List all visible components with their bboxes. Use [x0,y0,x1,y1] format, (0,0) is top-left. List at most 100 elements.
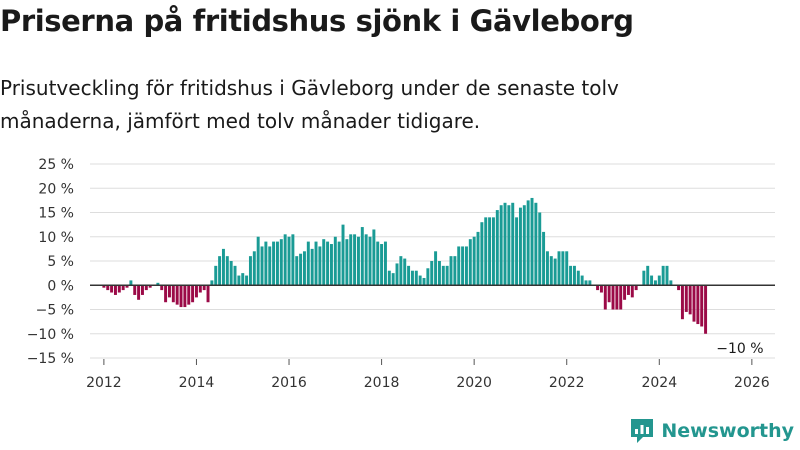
bar [480,222,484,286]
last-value-annotation: −10 % [716,341,763,357]
bar [688,285,692,315]
y-tick-label: 5 % [47,254,74,270]
bar [167,285,171,298]
bar [202,285,206,291]
bar [503,202,507,286]
bar [275,241,279,286]
bar [117,285,121,293]
x-tick-label: 2014 [179,375,215,391]
bar [372,229,376,286]
bar [407,265,411,286]
bar [160,285,164,291]
bar [704,285,708,334]
bar [218,256,222,286]
bar [113,285,117,295]
bar [696,285,700,325]
bar [137,285,141,300]
bar [322,239,326,286]
chart-title: Priserna på fritidshus sjönk i Gävleborg [0,4,634,38]
bar [565,251,569,286]
bar [210,280,214,286]
bar [499,205,503,286]
x-tick-label: 2012 [86,375,122,391]
bar [268,246,272,286]
bar [326,241,330,286]
bar [125,285,129,288]
bar [279,239,283,286]
bar [295,256,299,286]
bar [657,275,661,286]
bar [488,217,492,286]
bar [611,285,615,310]
bar [241,273,245,286]
bar [596,285,600,291]
bar [630,285,634,298]
bar [526,200,530,286]
bar [472,236,476,286]
bar [214,265,218,286]
bar [549,256,553,286]
bar [650,275,654,286]
bar [515,217,519,286]
bar [260,246,264,286]
bar [646,265,650,286]
bar [387,270,391,286]
bar [175,285,179,305]
bar [345,239,349,286]
x-tick-label: 2016 [271,375,307,391]
bar [225,256,229,286]
bar [669,280,673,286]
bar [140,285,144,295]
bar [464,246,468,286]
bar [329,244,333,286]
bar [653,280,657,286]
bar [198,285,202,293]
bar [256,236,260,286]
y-tick-label: 15 % [38,206,74,222]
bar [538,212,542,286]
y-tick-label: −10 % [27,327,74,343]
bar [576,270,580,286]
bar [426,268,430,286]
bar [179,285,183,308]
bar [453,256,457,286]
bar [248,256,252,286]
bar [634,285,638,291]
x-tick-label: 2024 [641,375,677,391]
bar [237,275,241,286]
bar [252,251,256,286]
bar [121,285,125,291]
bar [557,251,561,286]
bar [507,205,511,286]
bar [283,234,287,286]
bar [700,285,704,327]
bar [349,234,353,286]
bar [422,277,426,286]
bar [156,282,160,286]
bar [245,275,249,286]
bar [495,210,499,286]
bar [399,256,403,286]
bar [272,241,276,286]
bar [287,236,291,286]
bar [572,265,576,286]
bar [534,202,538,286]
bar [302,251,306,286]
bar [619,285,623,310]
bar [623,285,627,300]
bar [445,265,449,286]
bar [457,246,461,286]
bar [337,241,341,286]
bar [129,280,133,286]
brand-footer[interactable]: Newsworthy [629,417,794,445]
bar [584,280,588,286]
bar [191,285,195,303]
bar [434,251,438,286]
bar [356,236,360,286]
bar [607,285,611,303]
bar [306,241,310,286]
bar [380,244,384,286]
bar [449,256,453,286]
brand-name: Newsworthy [661,420,794,442]
bar [530,197,534,286]
